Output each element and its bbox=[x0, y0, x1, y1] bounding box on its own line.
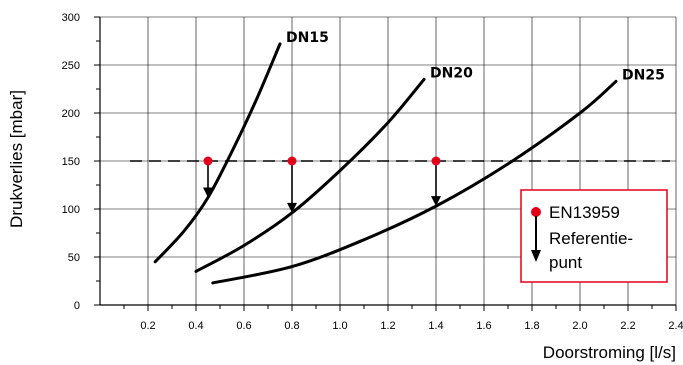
x-tick-label: 0.2 bbox=[140, 320, 155, 332]
y-tick-label: 150 bbox=[62, 156, 80, 168]
x-tick-label: 1.2 bbox=[380, 320, 395, 332]
x-tick-label: 0.6 bbox=[236, 320, 251, 332]
y-tick-label: 250 bbox=[62, 60, 80, 72]
x-tick-label: 1.6 bbox=[476, 320, 491, 332]
x-tick-label: 1.0 bbox=[332, 320, 347, 332]
x-axis-title: Doorstroming [l/s] bbox=[543, 343, 676, 362]
reference-point bbox=[431, 156, 441, 166]
reference-point bbox=[203, 156, 213, 166]
y-tick-label: 0 bbox=[74, 300, 80, 312]
series-label-dn25: DN25 bbox=[622, 67, 665, 83]
y-tick-label: 300 bbox=[62, 12, 80, 24]
axes bbox=[94, 16, 677, 311]
reference-arrow-head bbox=[203, 187, 213, 198]
series-line-dn15 bbox=[153, 42, 282, 264]
series-line-dn25 bbox=[211, 79, 618, 285]
y-axis-title: Drukverlies [mbar] bbox=[7, 90, 26, 228]
legend-label-reference: Referentie- bbox=[549, 229, 633, 248]
legend: EN13959 Referentie- punt bbox=[520, 189, 668, 283]
legend-arrow-icon bbox=[531, 250, 541, 262]
series: DN15 DN20 DN25 bbox=[153, 30, 665, 285]
reference-points bbox=[203, 156, 441, 213]
y-tick-label: 100 bbox=[62, 204, 80, 216]
x-tick-labels: 0.2 0.4 0.6 0.8 1.0 1.2 1.4 1.6 1.8 2.0 2.2 2.4 bbox=[140, 320, 683, 332]
y-tick-label: 200 bbox=[62, 108, 80, 120]
series-label-dn15: DN15 bbox=[286, 30, 329, 46]
x-tick-label: 0.8 bbox=[284, 320, 299, 332]
reference-point bbox=[287, 156, 297, 166]
series-line-dn20 bbox=[194, 77, 426, 273]
x-tick-label: 2.2 bbox=[620, 320, 635, 332]
x-tick-label: 2.4 bbox=[668, 320, 683, 332]
legend-point-icon bbox=[531, 207, 541, 217]
y-tick-label: 50 bbox=[68, 252, 80, 264]
x-tick-label: 1.8 bbox=[524, 320, 539, 332]
reference-arrow-head bbox=[431, 196, 441, 207]
legend-label-point: punt bbox=[549, 253, 582, 272]
reference-arrow-head bbox=[287, 202, 297, 213]
x-tick-label: 0.4 bbox=[188, 320, 203, 332]
y-tick-labels: 0 50 100 150 200 250 300 bbox=[62, 12, 80, 312]
legend-label-standard: EN13959 bbox=[549, 203, 620, 222]
x-tick-label: 2.0 bbox=[572, 320, 587, 332]
x-tick-label: 1.4 bbox=[428, 320, 443, 332]
legend-box bbox=[520, 189, 668, 283]
series-label-dn20: DN20 bbox=[430, 65, 473, 81]
